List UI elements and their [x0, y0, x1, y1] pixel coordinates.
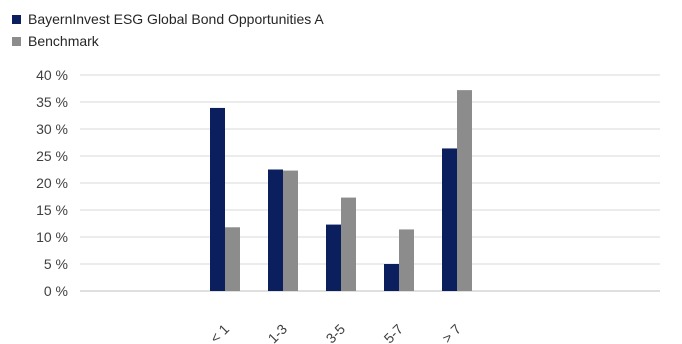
bar-fund [326, 224, 341, 291]
y-tick-label: 35 % [36, 94, 68, 110]
y-axis: 0 % 5 % 10 % 15 % 20 % 25 % 30 % 35 % 40 % [36, 67, 68, 299]
bar-benchmark [341, 197, 356, 291]
legend-label-fund: BayernInvest ESG Global Bond Opportuniti… [28, 11, 324, 27]
y-tick-label: 30 % [36, 121, 68, 137]
bar-fund [442, 148, 457, 291]
gridlines [80, 74, 660, 292]
bar-fund [210, 107, 225, 291]
x-tick-label: 5-7 [380, 321, 406, 344]
bar-fund [268, 169, 283, 291]
y-tick-label: 20 % [36, 175, 68, 191]
x-tick-label: 1-3 [264, 321, 290, 344]
bar-benchmark [225, 227, 240, 291]
bar-benchmark [399, 229, 414, 291]
y-tick-label: 15 % [36, 202, 68, 218]
bar-benchmark [283, 170, 298, 291]
y-tick-label: 25 % [36, 148, 68, 164]
legend-label-benchmark: Benchmark [28, 33, 99, 49]
x-tick-label: 3-5 [322, 321, 348, 344]
y-tick-label: 10 % [36, 229, 68, 245]
legend-swatch-fund [12, 14, 21, 24]
x-axis: < 1 1-3 3-5 5-7 > 7 [207, 321, 465, 344]
bar-benchmark [457, 90, 472, 292]
y-tick-label: 40 % [36, 67, 68, 83]
legend-item-benchmark: Benchmark [12, 30, 324, 52]
legend-item-fund: BayernInvest ESG Global Bond Opportuniti… [12, 8, 324, 30]
y-tick-label: 0 % [44, 283, 68, 299]
chart-legend: BayernInvest ESG Global Bond Opportuniti… [12, 8, 324, 52]
legend-swatch-benchmark [12, 36, 21, 46]
x-tick-label: < 1 [207, 321, 233, 344]
x-tick-label: > 7 [439, 321, 465, 344]
bar-fund [384, 264, 399, 291]
y-tick-label: 5 % [44, 256, 68, 272]
bars [210, 90, 472, 292]
